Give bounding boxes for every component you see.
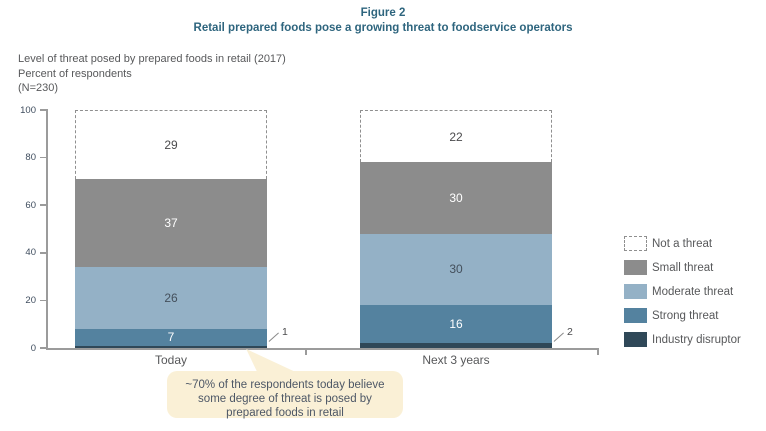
chart-sample-size: (N=230) bbox=[18, 82, 59, 94]
y-axis-tick-label: 80 bbox=[25, 152, 36, 164]
bar-segment-small-threat-today: 37 bbox=[75, 179, 267, 268]
y-axis-tick bbox=[40, 252, 46, 254]
legend-label: Strong threat bbox=[652, 309, 719, 322]
segment-value-label-outside: 1 bbox=[282, 326, 288, 338]
leader-line bbox=[268, 332, 280, 343]
figure-title: Retail prepared foods pose a growing thr… bbox=[193, 22, 573, 34]
legend-item-industry-disruptor: Industry disruptor bbox=[624, 332, 741, 347]
bar-segment-strong-threat-next-3-years: 16 bbox=[360, 305, 552, 344]
chart-units: Percent of respondents bbox=[18, 67, 132, 80]
figure-label: Figure 2 bbox=[360, 7, 406, 19]
y-axis-tick bbox=[40, 156, 46, 159]
bar-segment-strong-threat-today: 7 bbox=[75, 328, 267, 346]
bar-segment-not-a-threat-next-3-years: 22 bbox=[360, 110, 552, 163]
legend-label: Small threat bbox=[652, 261, 714, 274]
bar-segment-not-a-threat-today: 29 bbox=[75, 110, 267, 180]
title-block: Figure 2 Retail prepared foods pose a gr… bbox=[0, 6, 766, 36]
y-axis-tick-label: 20 bbox=[25, 294, 36, 306]
legend-swatch-moderate-threat bbox=[624, 284, 647, 299]
x-axis-label-next-3-years: Next 3 years bbox=[422, 353, 490, 367]
legend-label: Moderate threat bbox=[652, 285, 734, 298]
bar-segment-moderate-threat-today: 26 bbox=[75, 267, 267, 329]
y-axis-tick-label: 40 bbox=[25, 247, 36, 259]
leader-line bbox=[553, 332, 565, 343]
legend: Not a threat Small threat Moderate threat S… bbox=[624, 236, 741, 356]
y-axis-tick-label: 100 bbox=[20, 104, 36, 116]
bar-segment-small-threat-next-3-years: 30 bbox=[360, 162, 552, 234]
bar-segment-industry-disruptor-next-3-years bbox=[360, 343, 552, 348]
legend-swatch-not-a-threat bbox=[624, 236, 647, 251]
legend-item-small-threat: Small threat bbox=[624, 260, 741, 275]
x-axis-tick-end bbox=[597, 349, 599, 355]
x-axis-line bbox=[46, 348, 599, 350]
y-axis-tick-label: 60 bbox=[25, 199, 36, 211]
bar-segment-moderate-threat-next-3-years: 30 bbox=[360, 233, 552, 306]
y-axis-tick bbox=[40, 299, 46, 302]
legend-label: Industry disruptor bbox=[652, 333, 741, 346]
x-axis-tick-mid bbox=[305, 349, 307, 355]
y-axis-line bbox=[46, 109, 48, 349]
legend-item-moderate-threat: Moderate threat bbox=[624, 284, 741, 299]
segment-value-label-outside: 2 bbox=[567, 326, 573, 338]
y-axis-tick bbox=[40, 204, 46, 206]
y-axis-tick bbox=[40, 109, 46, 111]
bar-segment-industry-disruptor-today bbox=[75, 345, 267, 348]
legend-swatch-small-threat bbox=[624, 260, 647, 275]
y-axis-tick bbox=[40, 347, 46, 349]
legend-swatch-industry-disruptor bbox=[624, 332, 647, 347]
annotation-callout: ~70% of the respondents today believe so… bbox=[167, 371, 403, 419]
legend-item-strong-threat: Strong threat bbox=[624, 308, 741, 323]
chart-meta: Level of threat posed by prepared foods … bbox=[18, 52, 286, 96]
legend-label: Not a threat bbox=[652, 237, 713, 250]
y-axis-tick-label: 0 bbox=[30, 342, 36, 354]
legend-swatch-strong-threat bbox=[624, 308, 647, 323]
x-axis-label-today: Today bbox=[154, 353, 188, 367]
legend-item-not-a-threat: Not a threat bbox=[624, 236, 741, 251]
chart-subtitle: Level of threat posed by prepared foods … bbox=[18, 53, 286, 65]
